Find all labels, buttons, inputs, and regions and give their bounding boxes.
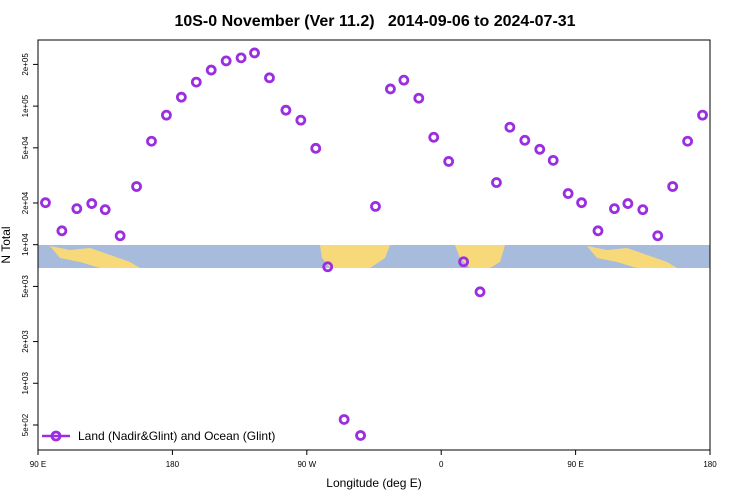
x-tick-label: 90 E (567, 460, 583, 469)
y-tick-label: 2e+04 (21, 191, 30, 214)
point (458, 256, 470, 268)
point (370, 200, 381, 212)
point (534, 143, 546, 155)
point (428, 131, 440, 143)
point (338, 414, 350, 425)
chart-title: 10S-0 November (Ver 11.2) 2014-09-06 to … (174, 13, 575, 30)
y-axis-label: N Total (0, 226, 13, 263)
point (398, 74, 410, 86)
x-tick-label: 180 (166, 460, 180, 469)
y-tick-label: 5e+03 (21, 275, 30, 298)
point (295, 114, 307, 126)
point (161, 109, 172, 121)
point (637, 204, 649, 216)
y-tick-label: 5e+04 (21, 136, 30, 159)
point (443, 156, 455, 167)
point (413, 92, 425, 104)
point (280, 104, 292, 116)
point (71, 203, 83, 215)
point (86, 198, 98, 209)
point (131, 181, 142, 192)
x-axis-label: Longitude (deg E) (326, 476, 421, 490)
point (40, 197, 51, 209)
point (114, 230, 126, 242)
point (622, 198, 634, 209)
point (175, 91, 187, 103)
point (609, 203, 620, 215)
point (56, 225, 68, 237)
legend-label: Land (Nadir&Glint) and Ocean (Glint) (78, 429, 275, 443)
point (355, 430, 366, 441)
point (474, 286, 486, 298)
legend-marker (50, 430, 62, 442)
point (220, 55, 232, 67)
point (190, 76, 202, 88)
y-tick-label: 1e+03 (21, 371, 30, 394)
y-tick-label: 5e+02 (21, 413, 30, 436)
point (547, 154, 559, 166)
point (491, 177, 502, 188)
point (99, 204, 111, 216)
point (652, 230, 664, 242)
point (385, 83, 396, 95)
y-tick-label: 2e+03 (21, 330, 30, 353)
point (562, 188, 574, 199)
point (205, 64, 217, 76)
point (519, 134, 531, 146)
point (592, 225, 604, 237)
y-tick-label: 1e+04 (21, 233, 30, 256)
point (667, 181, 679, 192)
point (235, 52, 247, 64)
point (249, 47, 260, 59)
point (264, 72, 275, 84)
point (682, 135, 693, 147)
y-tick-label: 2e+05 (21, 53, 30, 76)
map-strip (38, 245, 710, 268)
point (504, 121, 516, 133)
x-tick-label: 0 (439, 460, 444, 469)
x-tick-label: 90 E (30, 460, 46, 469)
point (310, 142, 322, 154)
x-tick-label: 90 W (297, 460, 316, 469)
point (322, 261, 334, 273)
point (146, 135, 157, 147)
y-tick-label: 1e+05 (21, 94, 30, 117)
x-tick-label: 180 (703, 460, 717, 469)
point (697, 109, 708, 121)
point (576, 197, 587, 209)
